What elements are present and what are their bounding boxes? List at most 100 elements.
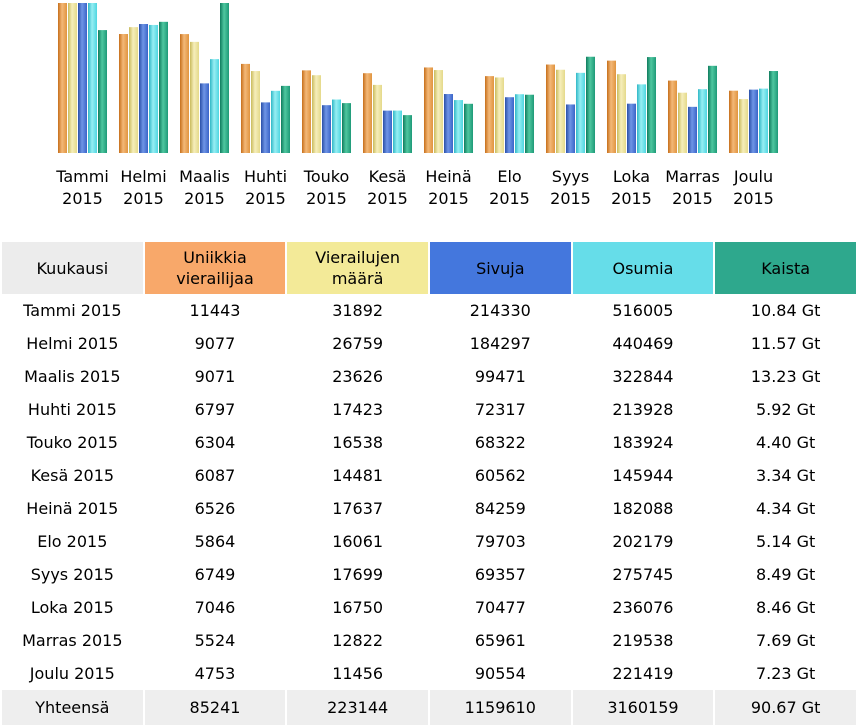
cell-bandwidth: 5.14 Gt (755, 532, 816, 551)
bar-visits (678, 92, 687, 153)
bar-bandwidth (464, 103, 473, 153)
cell-bandwidth: 7.69 Gt (755, 631, 816, 650)
bar-pages (627, 103, 636, 153)
bar-visits (373, 84, 382, 153)
cell-bandwidth: 4.40 Gt (755, 433, 816, 452)
x-tick-label-year: 2015 (123, 189, 164, 208)
totals-unique-visitors: 85241 (144, 690, 286, 725)
column-header-hits: Osumia (572, 242, 714, 294)
bar-bandwidth (708, 65, 717, 153)
bar-bandwidth (647, 57, 656, 153)
cell-hits: 145944 (612, 466, 674, 485)
cell-pages: 90554 (474, 664, 526, 683)
cell-visits: 16538 (332, 433, 384, 452)
cell-bandwidth: 13.23 Gt (750, 367, 821, 386)
cell-pages: 214330 (469, 301, 531, 320)
x-tick-label-month: Tammi (55, 167, 109, 186)
bar-hits (576, 72, 585, 153)
table-row: Marras 2015 5524 12822 65961 219538 7.69 Gt (2, 624, 856, 657)
bar-unique-visitors (729, 90, 738, 153)
cell-pages: 84259 (474, 499, 526, 518)
table-row: Tammi 2015 11443 31892 214330 516005 10.84 Gt (2, 294, 856, 327)
bar-bandwidth (220, 3, 229, 153)
cell-unique-visitors: 6797 (194, 400, 236, 419)
cell-bandwidth: 7.23 Gt (755, 664, 816, 683)
column-header-pages: Sivuja (429, 242, 571, 294)
cell-bandwidth: 4.34 Gt (755, 499, 816, 518)
bar-pages (261, 102, 270, 153)
bar-hits (759, 88, 768, 153)
bar-bandwidth (769, 71, 778, 153)
cell-month: Kesä 2015 (30, 466, 115, 485)
bar-unique-visitors (363, 73, 372, 153)
bar-hits (210, 59, 219, 153)
x-tick-label-year: 2015 (733, 189, 774, 208)
cell-month: Elo 2015 (37, 532, 108, 551)
bar-bandwidth (586, 56, 595, 153)
cell-hits: 182088 (612, 499, 674, 518)
bar-bandwidth (342, 103, 351, 153)
totals-bandwidth: 90.67 Gt (715, 690, 856, 725)
bar-pages (444, 94, 453, 153)
bar-hits (149, 24, 158, 153)
cell-pages: 60562 (474, 466, 526, 485)
x-tick-label-month: Maalis (179, 167, 230, 186)
bar-unique-visitors (485, 76, 494, 153)
x-tick-label-month: Elo (497, 167, 521, 186)
table-row: Heinä 2015 6526 17637 84259 182088 4.34 Gt (2, 492, 856, 525)
cell-month: Loka 2015 (30, 598, 114, 617)
table-row: Joulu 2015 4753 11456 90554 221419 7.23 Gt (2, 657, 856, 690)
x-tick-label-month: Loka (613, 167, 650, 186)
cell-hits: 236076 (612, 598, 674, 617)
bar-pages (200, 83, 209, 153)
totals-label: Yhteensä (2, 690, 143, 725)
x-tick-label-year: 2015 (611, 189, 652, 208)
cell-unique-visitors: 11443 (189, 301, 241, 320)
cell-hits: 183924 (612, 433, 674, 452)
bar-visits (68, 3, 77, 153)
bar-hits (393, 110, 402, 153)
bar-unique-visitors (302, 70, 311, 153)
bar-hits (454, 100, 463, 153)
cell-bandwidth: 11.57 Gt (750, 334, 821, 353)
totals-hits: 3160159 (572, 690, 714, 725)
cell-visits: 23626 (332, 367, 384, 386)
cell-hits: 219538 (612, 631, 674, 650)
cell-visits: 12822 (332, 631, 384, 650)
table-row: Kesä 2015 6087 14481 60562 145944 3.34 Gt (2, 459, 856, 492)
bar-visits (312, 75, 321, 153)
x-tick-label-month: Syys (552, 167, 589, 186)
x-tick-label-year: 2015 (489, 189, 530, 208)
bar-unique-visitors (424, 67, 433, 153)
bar-unique-visitors (119, 34, 128, 153)
bar-unique-visitors (607, 60, 616, 153)
x-tick-label-year: 2015 (367, 189, 408, 208)
cell-hits: 213928 (612, 400, 674, 419)
cell-visits: 11456 (332, 664, 384, 683)
cell-unique-visitors: 6526 (194, 499, 236, 518)
cell-month: Syys 2015 (30, 565, 114, 584)
column-header-unique-visitors: Uniikkia vierailijaa (144, 242, 286, 294)
cell-pages: 72317 (474, 400, 526, 419)
bar-unique-visitors (546, 64, 555, 153)
cell-month: Touko 2015 (26, 433, 118, 452)
cell-unique-visitors: 9071 (194, 367, 236, 386)
table-row: Huhti 2015 6797 17423 72317 213928 5.92 Gt (2, 393, 856, 426)
table-row: Loka 2015 7046 16750 70477 236076 8.46 Gt (2, 591, 856, 624)
bar-hits (698, 89, 707, 153)
x-tick-label-month: Kesä (369, 167, 407, 186)
cell-pages: 69357 (474, 565, 526, 584)
totals-row: Yhteensä 85241 223144 1159610 3160159 90… (2, 690, 856, 725)
column-header-bandwidth: Kaista (715, 242, 856, 294)
cell-visits: 17699 (332, 565, 384, 584)
bar-pages (749, 89, 758, 153)
bar-pages (505, 97, 514, 153)
x-tick-label-year: 2015 (184, 189, 225, 208)
x-tick-label-year: 2015 (428, 189, 469, 208)
cell-unique-visitors: 9077 (194, 334, 236, 353)
x-tick-label-year: 2015 (245, 189, 286, 208)
cell-visits: 16061 (332, 532, 384, 551)
table-row: Touko 2015 6304 16538 68322 183924 4.40 Gt (2, 426, 856, 459)
cell-pages: 184297 (469, 334, 531, 353)
x-tick-label-year: 2015 (306, 189, 347, 208)
